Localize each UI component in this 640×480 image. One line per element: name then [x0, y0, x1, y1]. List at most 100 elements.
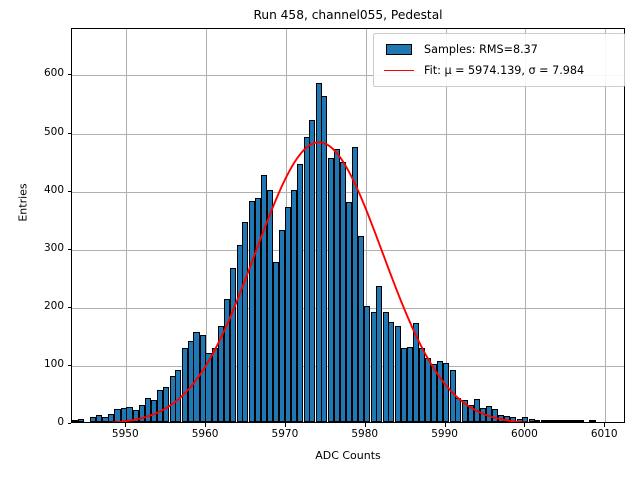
histogram-bar: [401, 347, 408, 422]
x-axis-tick: [284, 423, 286, 427]
x-axis-tick: [444, 423, 446, 427]
x-axis-tick-label: 5960: [191, 428, 219, 440]
legend-label-fit: Fit: μ = 5974.139, σ = 7.984: [424, 64, 585, 77]
histogram-bar: [468, 404, 475, 422]
histogram-bar: [547, 419, 554, 422]
histogram-bar: [96, 415, 103, 422]
histogram-bar: [394, 326, 401, 422]
histogram-bar: [297, 163, 304, 422]
histogram-bar: [406, 346, 413, 422]
histogram-bar: [242, 221, 249, 422]
histogram-bar: [278, 230, 285, 422]
histogram-bar: [132, 409, 139, 422]
legend-entry-fit: Fit: μ = 5974.139, σ = 7.984: [381, 60, 617, 81]
histogram-bar: [461, 399, 468, 422]
histogram-bar: [163, 387, 170, 422]
histogram-bar: [552, 420, 559, 422]
chart-title: Run 458, channel055, Pedestal: [253, 8, 443, 22]
histogram-bar: [169, 375, 176, 422]
histogram-bar: [485, 405, 492, 422]
histogram-bar: [370, 311, 377, 422]
histogram-bar: [436, 361, 444, 422]
histogram-bar: [565, 420, 572, 422]
x-axis-tick-label: 5970: [271, 428, 299, 440]
histogram-bar: [345, 202, 353, 422]
histogram-bar: [431, 363, 438, 422]
y-axis-tick-label: 0: [57, 416, 64, 428]
y-axis-tick-label: 500: [43, 125, 64, 138]
histogram-bar: [218, 326, 225, 422]
plot-axes: [71, 28, 625, 423]
histogram-bar: [285, 207, 292, 422]
histogram-bar: [139, 404, 146, 422]
histogram-bar: [260, 175, 267, 422]
y-axis-tick: [67, 190, 71, 192]
histogram-bar: [528, 419, 535, 422]
histogram-bar: [382, 311, 389, 422]
histogram-bar: [89, 416, 96, 422]
x-axis-tick-label: 5950: [111, 428, 139, 440]
y-axis-tick: [67, 364, 71, 366]
y-axis-tick-label: 600: [43, 67, 64, 80]
histogram-bar: [443, 362, 450, 422]
gridline-horizontal: [72, 133, 624, 135]
histogram-bar: [175, 369, 182, 422]
histogram-bar: [364, 305, 371, 422]
x-axis-label: ADC Counts: [315, 449, 381, 462]
gridline-vertical: [206, 29, 208, 422]
histogram-bar: [413, 323, 420, 422]
gridline-vertical: [605, 29, 607, 422]
histogram-bar: [315, 83, 322, 422]
x-axis-tick: [205, 423, 207, 427]
histogram-bar: [144, 397, 151, 422]
y-axis-tick-label: 400: [43, 183, 64, 196]
y-axis-tick: [67, 74, 71, 76]
y-axis-tick: [67, 423, 71, 424]
plot-area: [72, 29, 624, 422]
y-axis-tick: [67, 248, 71, 250]
histogram-bar: [230, 268, 237, 422]
histogram-bar: [327, 157, 334, 422]
histogram-bar: [156, 390, 163, 422]
histogram-bar: [333, 149, 341, 422]
histogram-bar: [534, 419, 541, 422]
y-axis-label: Entries: [16, 183, 30, 222]
y-axis-tick-label: 200: [43, 299, 64, 312]
histogram-bar: [205, 353, 212, 422]
gaussian-fit-curve: [105, 141, 533, 422]
histogram-bar: [559, 420, 566, 422]
legend: Samples: RMS=8.37 Fit: μ = 5974.139, σ =…: [373, 33, 625, 87]
histogram-bar: [77, 419, 84, 422]
histogram-bar: [223, 298, 230, 422]
histogram-bar: [254, 198, 262, 422]
histogram-bar: [522, 416, 529, 422]
x-axis-tick: [364, 423, 366, 427]
gridline-horizontal: [72, 75, 624, 77]
legend-label-samples: Samples: RMS=8.37: [424, 43, 538, 56]
histogram-bar: [108, 413, 115, 422]
histogram-bar: [102, 417, 109, 422]
legend-entry-samples: Samples: RMS=8.37: [381, 39, 617, 60]
histogram-bar: [199, 334, 206, 422]
x-axis-tick-label: 5980: [351, 428, 379, 440]
histogram-bar: [388, 322, 395, 422]
histogram-bar: [376, 285, 383, 422]
y-axis-tick: [67, 306, 71, 308]
x-axis-tick: [524, 423, 526, 427]
histogram-bar: [290, 189, 297, 422]
gridline-horizontal: [72, 191, 624, 193]
histogram-bar: [309, 119, 316, 422]
gridline-vertical: [525, 29, 527, 422]
histogram-bar: [357, 236, 364, 422]
x-axis-tick-label: 5990: [431, 428, 458, 440]
histogram-bar: [187, 340, 194, 422]
legend-swatch-icon: [381, 44, 417, 55]
histogram-bar: [272, 262, 279, 422]
histogram-bar: [492, 409, 499, 422]
x-axis-tick-label: 6010: [590, 428, 618, 440]
histogram-bar: [181, 347, 188, 422]
gridline-vertical: [445, 29, 447, 422]
histogram-bar: [236, 244, 243, 422]
histogram-bar: [352, 147, 359, 422]
